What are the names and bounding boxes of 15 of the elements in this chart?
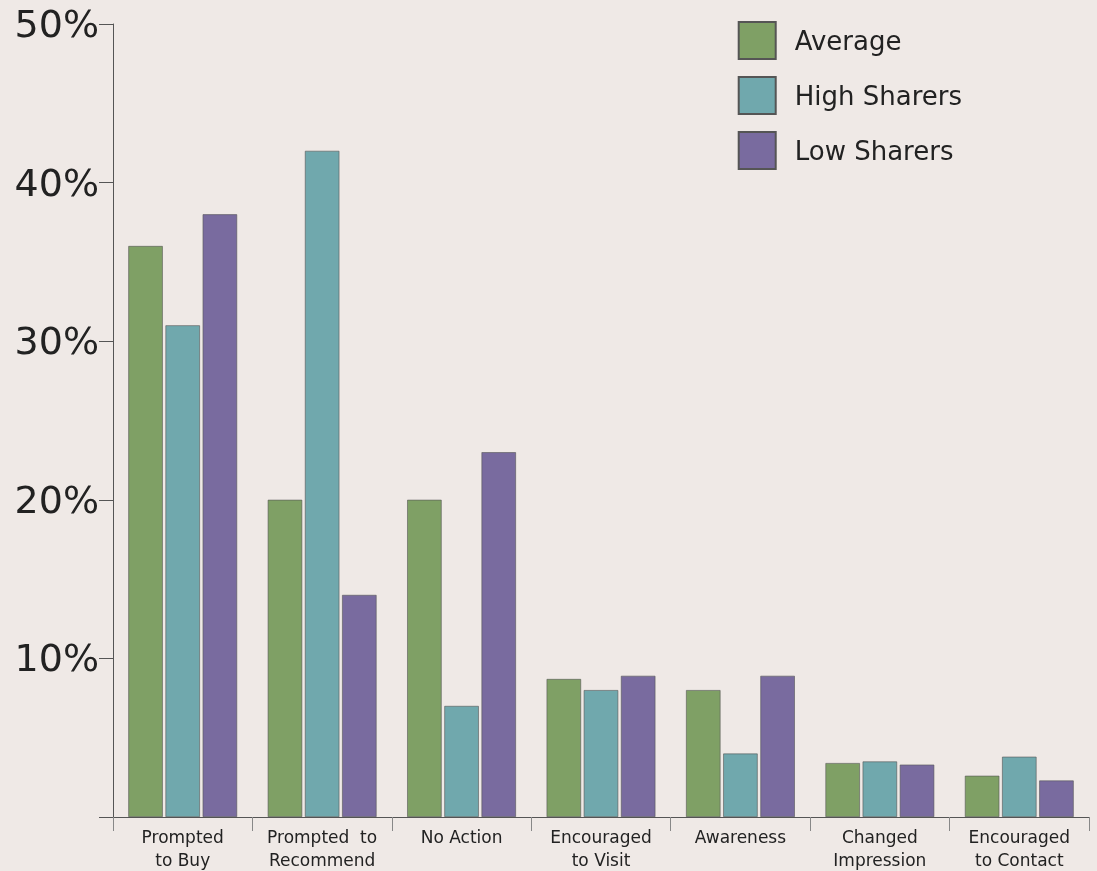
- x-tick-label: No Action: [420, 826, 503, 847]
- x-tick-label: Changed Impression: [833, 826, 927, 870]
- x-tick-label: Encouraged to Contact: [968, 826, 1071, 870]
- legend-label: High Sharers: [794, 80, 963, 111]
- y-tick-label: 10%: [14, 636, 99, 681]
- y-tick-label: 20%: [14, 477, 99, 522]
- legend-label: Average: [794, 25, 902, 56]
- legend-label: Low Sharers: [794, 135, 954, 166]
- x-tick-label: Prompted to Recommend: [267, 826, 378, 870]
- x-tick-label: Prompted to Buy: [141, 826, 224, 870]
- x-tick-label: Awareness: [694, 826, 787, 847]
- y-tick-label: 50%: [14, 2, 99, 46]
- y-tick-label: 30%: [14, 319, 99, 364]
- y-tick-label: 40%: [14, 160, 99, 205]
- x-tick-label: Encouraged to Visit: [550, 826, 652, 870]
